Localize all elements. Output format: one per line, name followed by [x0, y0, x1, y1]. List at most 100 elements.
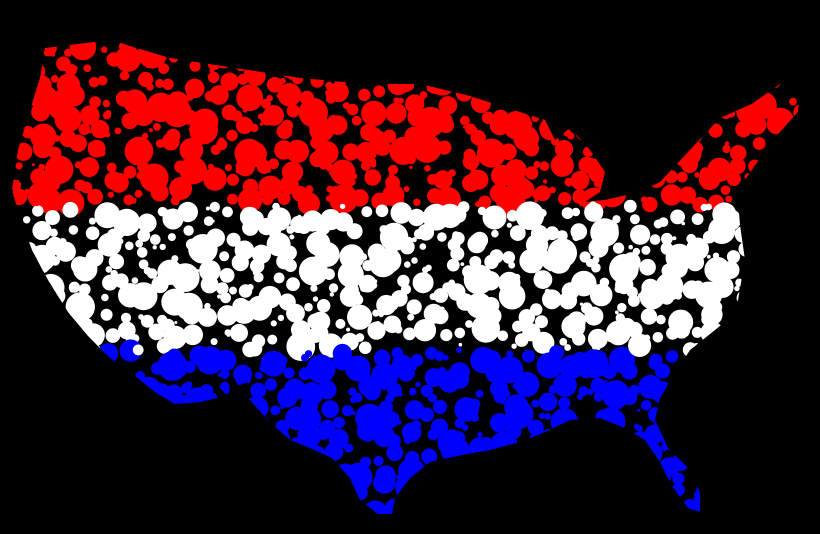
pattern-dot — [445, 217, 452, 224]
pattern-dot — [138, 259, 149, 270]
pattern-dot — [0, 261, 10, 277]
pattern-dot — [402, 515, 409, 522]
pattern-dot — [640, 308, 658, 325]
pattern-dot — [218, 137, 225, 144]
pattern-dot — [520, 439, 545, 464]
pattern-dot — [213, 25, 220, 32]
pattern-dot — [454, 327, 466, 339]
pattern-dot — [644, 424, 664, 445]
pattern-dot — [0, 273, 3, 276]
pattern-dot — [154, 432, 162, 440]
pattern-dot — [795, 281, 800, 288]
pattern-dot — [270, 320, 277, 327]
pattern-dot — [165, 463, 176, 474]
pattern-dot — [48, 484, 56, 492]
pattern-dot — [168, 40, 180, 49]
pattern-dot — [361, 206, 373, 218]
pattern-dot — [660, 184, 683, 206]
pattern-dot — [266, 77, 283, 93]
pattern-dot — [40, 263, 47, 271]
pattern-dot — [182, 324, 203, 346]
pattern-dot — [761, 277, 768, 284]
pattern-dot — [660, 415, 668, 423]
pattern-dot — [199, 260, 221, 282]
pattern-dot — [753, 409, 783, 439]
pattern-dot — [219, 251, 230, 262]
pattern-dot — [411, 369, 415, 374]
pattern-dot — [429, 69, 456, 96]
pattern-dot — [611, 194, 616, 199]
pattern-dot — [110, 269, 118, 278]
pattern-dot — [12, 172, 13, 186]
pattern-dot — [274, 43, 293, 62]
pattern-dot — [433, 510, 439, 514]
pattern-dot — [62, 341, 69, 348]
pattern-dot — [378, 131, 382, 136]
pattern-dot — [656, 314, 666, 325]
pattern-dot — [297, 192, 320, 215]
pattern-dot — [660, 281, 667, 288]
pattern-dot — [643, 136, 656, 148]
pattern-dot — [403, 85, 411, 93]
pattern-dot — [789, 336, 800, 359]
pattern-dot — [344, 443, 354, 453]
pattern-dot — [17, 438, 38, 459]
pattern-dot — [700, 514, 711, 525]
pattern-dot — [200, 275, 219, 294]
pattern-dot — [56, 374, 70, 389]
pattern-dot — [626, 286, 638, 298]
pattern-dot — [764, 491, 775, 501]
pattern-dot — [340, 443, 344, 447]
pattern-dot — [499, 450, 506, 457]
pattern-dot — [637, 441, 663, 467]
pattern-dot — [518, 309, 535, 326]
pattern-dot — [130, 510, 143, 514]
pattern-dot — [226, 232, 241, 247]
pattern-dot — [79, 141, 85, 147]
pattern-dot — [438, 96, 458, 115]
pattern-dot — [90, 344, 101, 354]
pattern-dot — [727, 109, 736, 118]
pattern-dot — [756, 373, 764, 381]
pattern-dot — [669, 92, 676, 100]
pattern-dot — [589, 283, 613, 307]
pattern-dot — [73, 394, 84, 404]
pattern-dot — [61, 471, 68, 478]
pattern-dot — [560, 198, 565, 202]
pattern-dot — [755, 371, 763, 378]
pattern-dot — [717, 60, 745, 88]
pattern-dot — [542, 40, 549, 45]
pattern-dot — [267, 502, 285, 514]
pattern-dot — [153, 123, 161, 131]
pattern-dot — [284, 515, 289, 520]
pattern-dot — [604, 232, 611, 239]
pattern-dot — [254, 486, 263, 495]
pattern-dot — [80, 181, 93, 194]
pattern-dot — [12, 486, 21, 512]
pattern-dot — [276, 131, 281, 136]
pattern-dot — [534, 96, 551, 114]
pattern-dot — [148, 128, 153, 133]
pattern-dot — [213, 54, 220, 61]
pattern-dot — [506, 350, 514, 358]
pattern-dot — [249, 461, 259, 471]
pattern-dot — [98, 343, 119, 364]
pattern-dot — [673, 59, 691, 77]
pattern-dot — [615, 59, 620, 64]
pattern-dot — [470, 92, 492, 113]
pattern-dot — [542, 28, 548, 34]
pattern-dot — [254, 371, 263, 380]
pattern-dot — [62, 503, 71, 513]
pattern-dot — [378, 349, 384, 354]
pattern-dot — [420, 384, 433, 398]
pattern-dot — [671, 93, 690, 112]
pattern-dot — [0, 273, 3, 284]
pattern-dot — [111, 367, 125, 381]
pattern-dot — [253, 310, 260, 317]
pattern-dot — [152, 245, 157, 250]
pattern-dot — [671, 40, 677, 45]
pattern-dot — [537, 11, 565, 39]
pattern-dot — [434, 44, 442, 52]
pattern-dot — [294, 450, 302, 458]
pattern-dot — [252, 271, 257, 275]
